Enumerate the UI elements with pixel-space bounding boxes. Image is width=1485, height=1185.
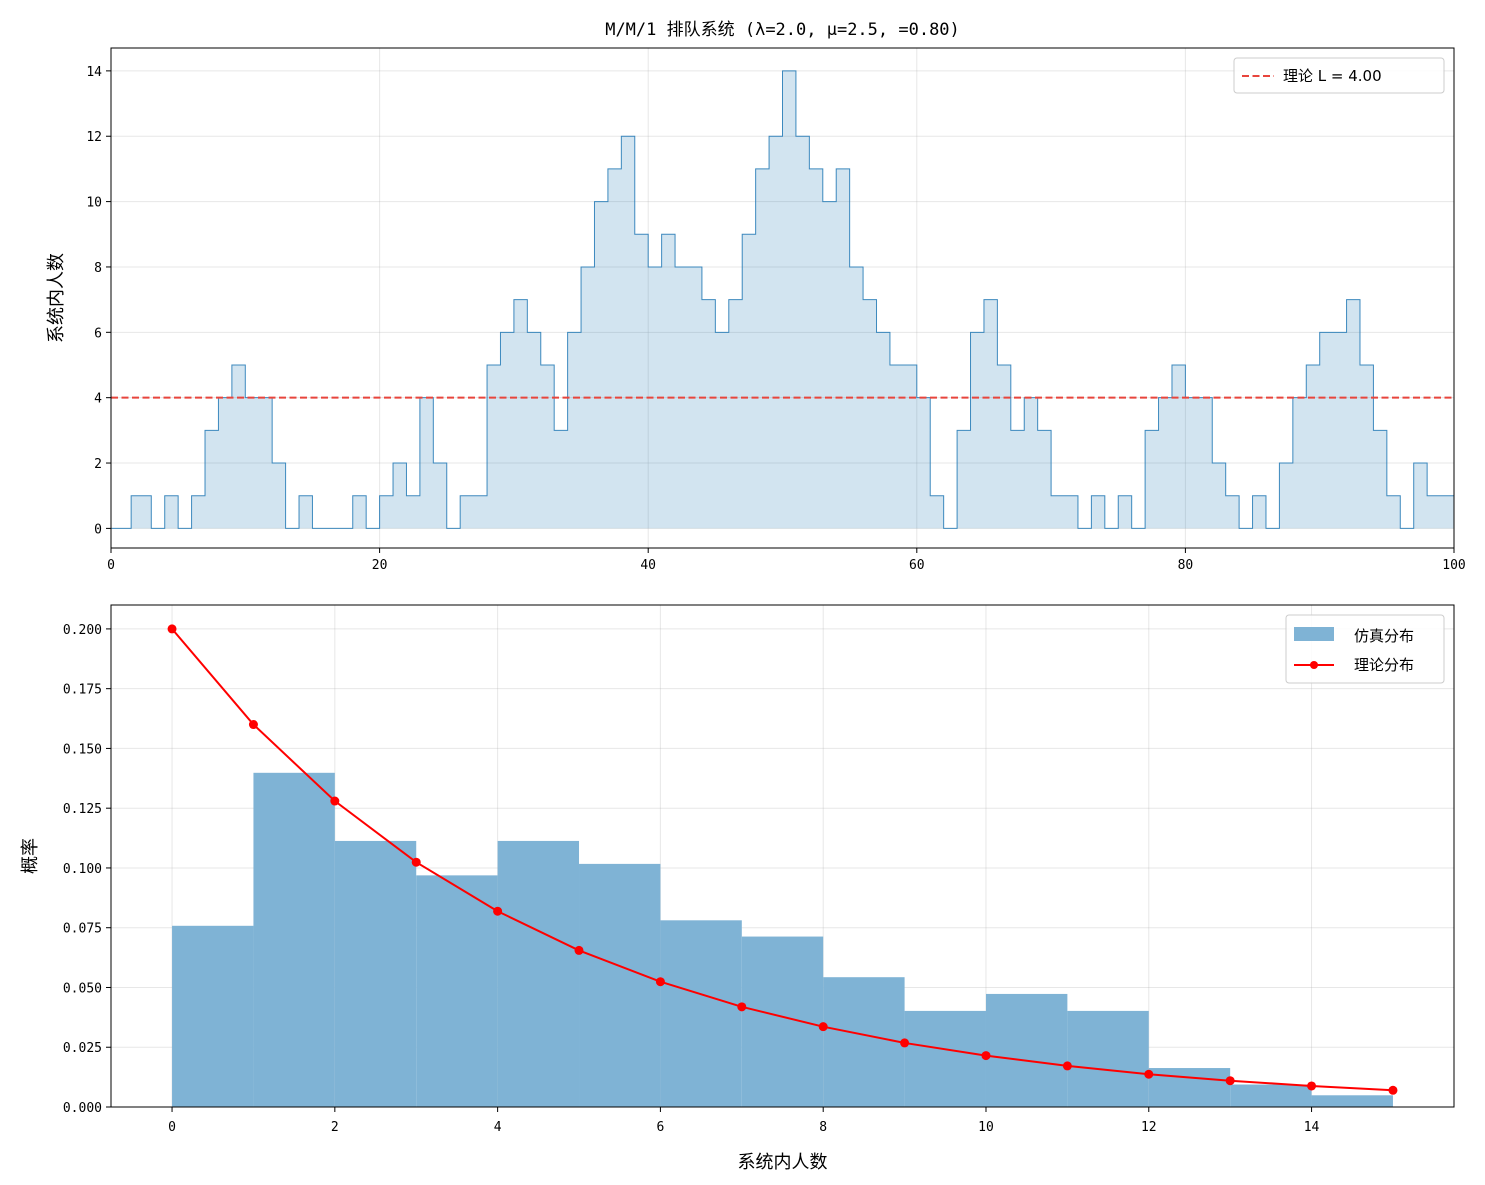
- histogram-bar: [579, 863, 661, 1107]
- top-x-tick-label: 60: [909, 558, 925, 573]
- bottom-y-tick-label: 0.125: [63, 802, 102, 817]
- theoretical-point: [818, 1022, 828, 1032]
- bottom-legend: 仿真分布 理论分布: [1285, 614, 1445, 684]
- theoretical-point: [1307, 1081, 1317, 1091]
- histogram-bar: [660, 920, 742, 1107]
- top-legend: 理论 L = 4.00: [1233, 57, 1445, 94]
- bottom-y-tick-label: 0.050: [63, 981, 102, 996]
- legend-theoretical-marker: [1310, 661, 1318, 669]
- bottom-x-tick-label: 10: [978, 1120, 994, 1135]
- bottom-y-axis-label: 概率: [20, 838, 41, 874]
- top-axes-frame: [110, 47, 1455, 549]
- bottom-y-tick-label: 0.200: [63, 623, 102, 638]
- theoretical-point: [655, 977, 665, 987]
- histogram-bar: [253, 772, 335, 1107]
- histogram-bar: [172, 925, 254, 1107]
- histogram-bar: [416, 875, 498, 1107]
- distribution-panel: 0 2 4 6 8 10 12 14 0.000 0.025 0.050 0.075 0.100 0.12…: [20, 604, 1455, 1173]
- theoretical-point: [981, 1051, 991, 1061]
- bottom-x-tick-label: 4: [494, 1120, 502, 1135]
- top-y-tick-label: 0: [94, 522, 102, 537]
- theoretical-point: [167, 624, 177, 634]
- bottom-x-tick-label: 14: [1304, 1120, 1320, 1135]
- theoretical-point: [330, 796, 340, 806]
- histogram-bar: [334, 840, 417, 1107]
- top-y-tick-label: 4: [94, 392, 102, 407]
- histogram-bar: [1067, 1010, 1149, 1107]
- theoretical-point: [1062, 1061, 1072, 1071]
- histogram-bar: [823, 977, 905, 1107]
- queue-length-area: [111, 70, 1454, 529]
- top-x-tick-label: 100: [1442, 558, 1465, 573]
- top-x-tick-label: 40: [640, 558, 656, 573]
- top-legend-box: [1233, 57, 1445, 94]
- legend-simulated-swatch: [1294, 627, 1334, 641]
- theoretical-point: [493, 906, 503, 916]
- top-y-tick-label: 14: [86, 65, 102, 80]
- histogram-bar: [1230, 1084, 1312, 1107]
- histogram-bar: [1148, 1068, 1231, 1107]
- top-y-tick-label: 12: [86, 130, 102, 145]
- theoretical-point: [737, 1002, 747, 1012]
- legend-theoretical-label: 理论分布: [1354, 656, 1414, 674]
- legend-theoretical-l-label: 理论 L = 4.00: [1283, 67, 1382, 85]
- theoretical-point: [900, 1038, 910, 1048]
- histogram-bar: [985, 993, 1068, 1107]
- bottom-x-tick-label: 0: [168, 1120, 176, 1135]
- legend-simulated-label: 仿真分布: [1354, 627, 1414, 645]
- bottom-y-tick-label: 0.025: [63, 1041, 102, 1056]
- bottom-y-tick-label: 0.150: [63, 742, 102, 757]
- bottom-x-tick-label: 12: [1141, 1120, 1157, 1135]
- top-x-tick-label: 80: [1178, 558, 1194, 573]
- bottom-y-tick-label: 0.075: [63, 922, 102, 937]
- top-x-tick-label: 20: [372, 558, 388, 573]
- top-x-tick-label: 0: [107, 558, 115, 573]
- top-y-tick-label: 2: [94, 457, 102, 472]
- bottom-y-tick-label: 0.100: [63, 862, 102, 877]
- histogram-bar: [1311, 1095, 1393, 1107]
- queue-length-line: [111, 70, 1455, 529]
- top-y-axis-label: 系统内人数: [46, 253, 67, 343]
- bottom-x-tick-label: 6: [656, 1120, 664, 1135]
- theoretical-point: [411, 857, 421, 867]
- theoretical-point: [1225, 1076, 1235, 1086]
- histogram-bar: [741, 936, 824, 1107]
- theoretical-point: [248, 720, 258, 730]
- histogram-bar: [497, 840, 580, 1107]
- bottom-y-tick-label: 0.000: [63, 1101, 102, 1116]
- top-y-tick-label: 10: [86, 196, 102, 211]
- theoretical-point: [1388, 1085, 1398, 1095]
- bottom-y-tick-label: 0.175: [63, 683, 102, 698]
- theoretical-point: [1144, 1069, 1154, 1079]
- queue-timeline-panel: 0 20 40 60 80 100 0 2 4 6 8 10 12 14 M/M/1 排队系统 (λ=2.…: [46, 20, 1466, 573]
- bottom-x-tick-label: 8: [819, 1120, 827, 1135]
- bottom-x-axis-label: 系统内人数: [738, 1152, 828, 1173]
- top-y-tick-label: 8: [94, 261, 102, 276]
- bottom-x-tick-label: 2: [331, 1120, 339, 1135]
- chart-title: M/M/1 排队系统 (λ=2.0, μ=2.5, =0.80): [605, 20, 960, 40]
- histogram-bar: [904, 1010, 986, 1107]
- theoretical-distribution-line: [171, 628, 1394, 1092]
- bottom-axes-frame: [110, 604, 1455, 1108]
- theoretical-point: [574, 945, 584, 955]
- top-y-tick-label: 6: [94, 326, 102, 341]
